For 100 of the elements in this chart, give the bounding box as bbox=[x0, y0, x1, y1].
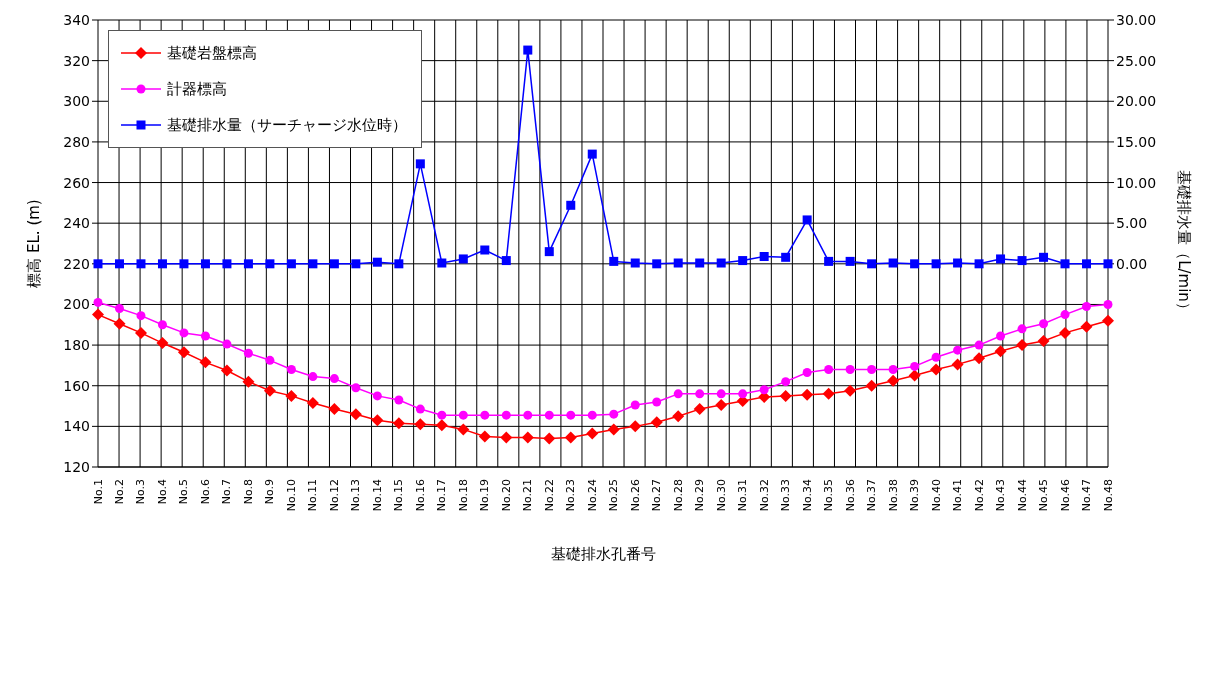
point bbox=[306, 397, 319, 409]
x-tick-label: No.22 bbox=[542, 479, 556, 512]
point bbox=[392, 417, 405, 430]
point bbox=[543, 432, 556, 445]
point bbox=[609, 409, 619, 419]
point bbox=[394, 259, 404, 269]
x-tick-label: No.17 bbox=[435, 479, 449, 512]
point bbox=[693, 403, 706, 416]
point bbox=[586, 427, 599, 440]
point bbox=[521, 431, 534, 444]
point bbox=[1082, 259, 1092, 269]
point bbox=[650, 416, 663, 429]
y-tick-label: 220 bbox=[63, 255, 90, 272]
point bbox=[931, 352, 941, 362]
x-tick-label: No.40 bbox=[929, 479, 943, 512]
x-tick-label: No.25 bbox=[607, 479, 621, 512]
point bbox=[953, 345, 963, 355]
point bbox=[931, 259, 941, 269]
x-tick-label: No.47 bbox=[1080, 479, 1094, 512]
point bbox=[136, 259, 146, 269]
y-tick-label: 240 bbox=[63, 215, 90, 232]
x-tick-label: No.4 bbox=[155, 479, 169, 505]
point bbox=[822, 387, 835, 400]
point bbox=[888, 258, 898, 268]
point bbox=[951, 358, 964, 371]
point bbox=[672, 410, 685, 423]
point bbox=[695, 258, 705, 268]
x-tick-label: No.24 bbox=[585, 479, 599, 512]
point bbox=[695, 389, 705, 399]
point bbox=[801, 388, 814, 401]
point bbox=[435, 419, 448, 432]
point bbox=[629, 420, 642, 433]
point bbox=[738, 256, 748, 266]
point bbox=[824, 256, 834, 266]
point bbox=[996, 331, 1006, 341]
point bbox=[802, 368, 812, 378]
point bbox=[910, 259, 920, 269]
point bbox=[1082, 301, 1092, 311]
point bbox=[179, 328, 189, 338]
point bbox=[867, 259, 877, 269]
point bbox=[566, 410, 576, 420]
point bbox=[609, 256, 619, 266]
x-tick-label: No.19 bbox=[478, 479, 492, 512]
y-tick-label: 200 bbox=[63, 296, 90, 313]
y-tick-label: 260 bbox=[63, 174, 90, 191]
point bbox=[888, 364, 898, 374]
x-tick-label: No.3 bbox=[134, 479, 148, 505]
point bbox=[437, 258, 447, 268]
x-tick-label: No.29 bbox=[693, 479, 707, 512]
point bbox=[156, 337, 169, 350]
point bbox=[480, 245, 490, 255]
x-tick-label: No.15 bbox=[392, 479, 406, 512]
point bbox=[394, 395, 404, 405]
point bbox=[177, 346, 190, 359]
point bbox=[478, 430, 491, 443]
point bbox=[887, 374, 900, 387]
x-tick-label: No.27 bbox=[650, 479, 664, 512]
x-tick-label: No.38 bbox=[886, 479, 900, 512]
point bbox=[500, 431, 513, 444]
point bbox=[910, 361, 920, 371]
y-tick-label: 300 bbox=[63, 93, 90, 110]
point bbox=[265, 355, 275, 365]
point bbox=[1037, 335, 1050, 348]
point bbox=[1080, 320, 1093, 333]
point bbox=[179, 259, 189, 269]
x-tick-label: No.30 bbox=[714, 479, 728, 512]
x-tick-label: No.11 bbox=[306, 479, 320, 512]
point bbox=[652, 259, 662, 269]
point bbox=[607, 423, 620, 436]
point bbox=[501, 256, 511, 266]
x-tick-label: No.42 bbox=[972, 479, 986, 512]
point bbox=[351, 383, 361, 393]
x-tick-label: No.32 bbox=[757, 479, 771, 512]
point bbox=[779, 389, 792, 402]
x-tick-label: No.5 bbox=[177, 479, 191, 505]
y-tick-label: 340 bbox=[63, 11, 90, 28]
point bbox=[457, 423, 470, 436]
point bbox=[351, 259, 361, 269]
point bbox=[544, 247, 554, 257]
point bbox=[930, 363, 943, 376]
point bbox=[243, 348, 253, 358]
point bbox=[867, 364, 877, 374]
point bbox=[458, 410, 468, 420]
point bbox=[437, 410, 447, 420]
point bbox=[92, 308, 104, 321]
point bbox=[523, 45, 533, 55]
point bbox=[824, 364, 834, 374]
point bbox=[349, 408, 362, 421]
y-tick-label: 120 bbox=[63, 458, 90, 475]
x-tick-label: No.14 bbox=[370, 479, 384, 512]
y-tick-label: 180 bbox=[63, 337, 90, 354]
point bbox=[544, 410, 554, 420]
point bbox=[1060, 259, 1070, 269]
point bbox=[286, 364, 296, 374]
point bbox=[865, 379, 878, 392]
point bbox=[1060, 310, 1070, 320]
point bbox=[114, 304, 124, 314]
point bbox=[329, 374, 339, 384]
point bbox=[414, 418, 427, 431]
point bbox=[844, 384, 857, 397]
